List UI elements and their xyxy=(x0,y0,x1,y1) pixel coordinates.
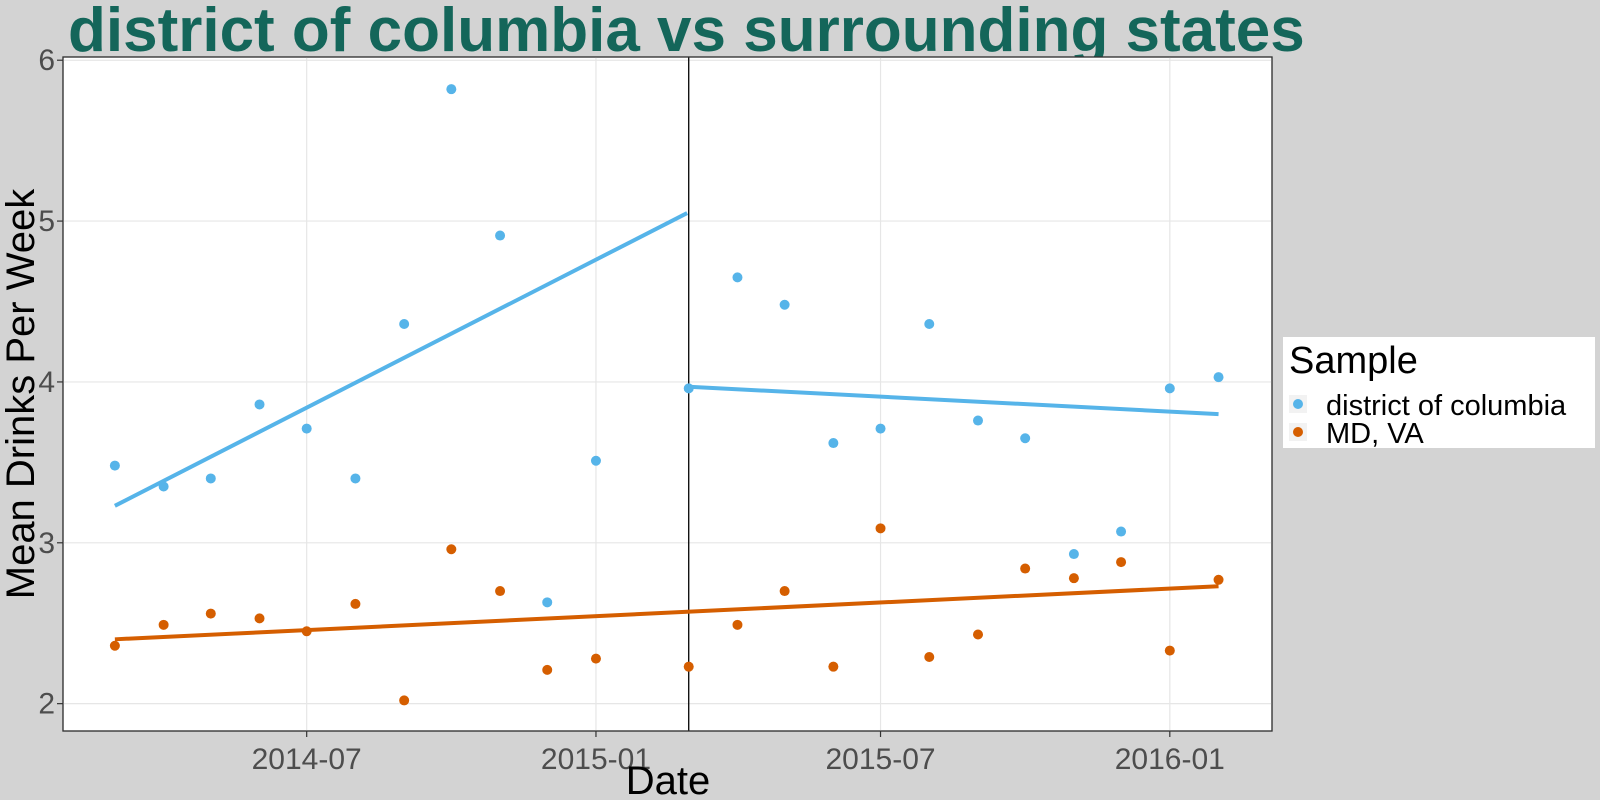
dc-point xyxy=(399,319,410,330)
mdva-point xyxy=(350,598,361,609)
dc-point xyxy=(301,423,312,434)
mdva-point xyxy=(828,661,839,672)
mdva-point xyxy=(446,544,457,555)
y-tick-label: 3 xyxy=(38,527,55,560)
mdva-point xyxy=(109,640,120,651)
dc-point xyxy=(542,597,553,608)
mdva-point xyxy=(254,613,265,624)
dc-point xyxy=(254,399,265,410)
panel-border xyxy=(62,56,1273,732)
mdva-point xyxy=(399,695,410,706)
legend-dc-label: district of columbia xyxy=(1326,390,1567,422)
dc-point xyxy=(973,415,984,426)
dc-trend-line xyxy=(688,384,1219,417)
mdva-point xyxy=(924,652,935,663)
mdva-point xyxy=(683,661,694,672)
x-tick-label: 2015-07 xyxy=(825,743,935,776)
plot-panel xyxy=(62,56,1273,732)
dc-point xyxy=(1164,383,1175,394)
x-axis-title: Date xyxy=(626,759,711,800)
x-tick-label: 2016-01 xyxy=(1115,743,1225,776)
mdva-point xyxy=(732,619,743,630)
dc-point xyxy=(732,272,743,283)
y-tick-label: 2 xyxy=(38,688,55,721)
mdva-point xyxy=(1164,645,1175,656)
dc-point xyxy=(1068,549,1079,560)
mdva-point xyxy=(875,523,886,534)
dc-point xyxy=(1020,433,1031,444)
mdva-point xyxy=(205,608,216,619)
dc-point xyxy=(924,319,935,330)
dc-point xyxy=(109,460,120,471)
legend-mdva-label: MD, VA xyxy=(1326,418,1424,450)
dc-point xyxy=(1213,372,1224,383)
mdva-trend-line xyxy=(114,584,1219,642)
data-points xyxy=(109,84,1224,706)
dc-point xyxy=(590,455,601,466)
mdva-point xyxy=(1020,563,1031,574)
dc-point xyxy=(875,423,886,434)
y-tick-label: 6 xyxy=(38,44,55,77)
dc-trend-line xyxy=(113,211,689,508)
x-tick-label: 2014-07 xyxy=(252,743,362,776)
legend-box xyxy=(1283,337,1595,448)
mdva-point xyxy=(158,619,169,630)
dc-point xyxy=(205,473,216,484)
mdva-point xyxy=(301,626,312,637)
legend-mdva-marker xyxy=(1293,427,1303,437)
x-tick-label: 2015-01 xyxy=(541,743,651,776)
axis-ticks: 2 3 4 5 6 2014-07 2015-01 2015-07 2016-01 xyxy=(38,44,1225,776)
y-tick-label: 5 xyxy=(38,205,55,238)
legend: Sample district of columbia MD, VA xyxy=(1283,337,1595,450)
mdva-point xyxy=(495,586,506,597)
mdva-point xyxy=(973,629,984,640)
mdva-point xyxy=(1116,557,1127,568)
mdva-point xyxy=(590,653,601,664)
dc-point xyxy=(495,230,506,241)
dc-point xyxy=(1116,526,1127,537)
y-tick-label: 4 xyxy=(38,366,55,399)
legend-title: Sample xyxy=(1289,340,1418,382)
y-axis-title: Mean Drinks Per Week xyxy=(0,188,43,600)
dc-point xyxy=(683,383,694,394)
chart-title: district of columbia vs surrounding stat… xyxy=(68,0,1305,65)
mdva-point xyxy=(779,586,790,597)
mdva-point xyxy=(1213,574,1224,585)
dc-point xyxy=(350,473,361,484)
dc-point xyxy=(446,84,457,95)
trend-lines xyxy=(113,211,1219,642)
grid-lines xyxy=(63,57,1272,731)
dc-point xyxy=(828,438,839,449)
dc-point xyxy=(158,481,169,492)
mdva-point xyxy=(1068,573,1079,584)
dc-point xyxy=(779,299,790,310)
legend-dc-marker xyxy=(1293,399,1303,409)
mdva-point xyxy=(542,664,553,675)
